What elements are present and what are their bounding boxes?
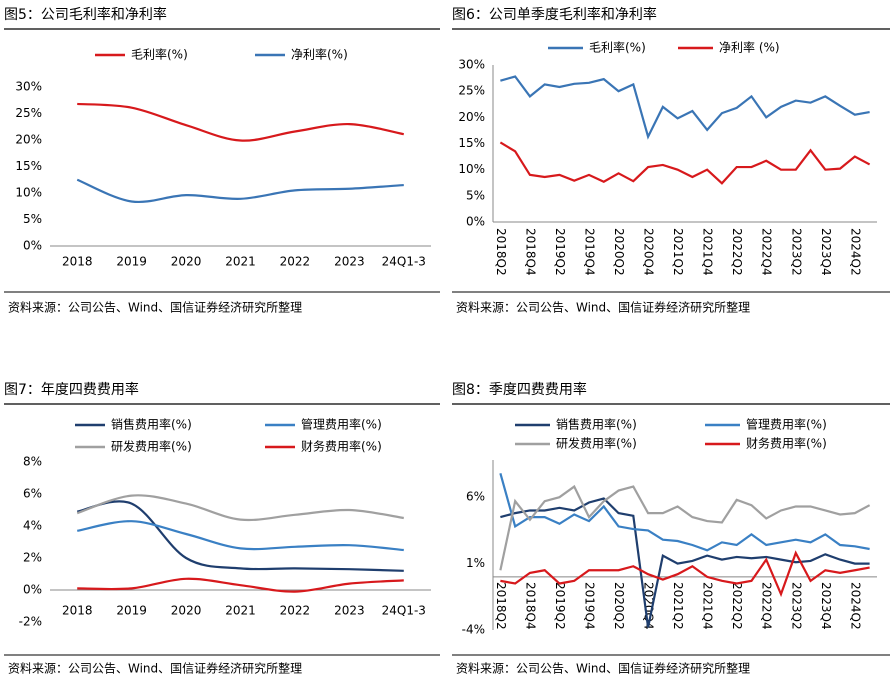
y-tick-label: 30% xyxy=(15,80,42,94)
y-tick-label: 30% xyxy=(458,58,485,72)
legend-label: 研发费用率(%) xyxy=(111,439,192,454)
chart-title: 图7：年度四费费用率 xyxy=(4,381,139,398)
y-tick-label: 15% xyxy=(458,136,485,150)
x-tick-label: 2021Q2 xyxy=(671,582,685,630)
x-tick-label: 2018Q2 xyxy=(494,228,508,276)
x-tick-label: 2018 xyxy=(62,255,93,269)
series-line xyxy=(77,577,404,593)
legend-label: 财务费用率(%) xyxy=(746,436,827,451)
x-tick-label: 2020Q4 xyxy=(642,582,656,630)
y-tick-label: 20% xyxy=(458,110,485,124)
x-tick-label: 2022Q4 xyxy=(760,582,774,630)
legend-label: 管理费用率(%) xyxy=(746,417,827,432)
x-tick-label: 2022Q4 xyxy=(760,228,774,276)
x-tick-label: 2021Q4 xyxy=(701,228,715,276)
x-tick-label: 2019 xyxy=(116,255,147,269)
legend-label: 净利率 (%) xyxy=(719,40,780,55)
y-tick-label: 5% xyxy=(23,212,42,226)
series-line xyxy=(499,484,871,571)
y-tick-label: 2% xyxy=(23,551,42,565)
x-tick-label: 2020Q2 xyxy=(612,582,626,630)
y-tick-label: 1% xyxy=(466,556,485,570)
x-tick-label: 2020 xyxy=(171,255,202,269)
legend-label: 管理费用率(%) xyxy=(301,417,382,432)
x-tick-label: 2020Q2 xyxy=(612,228,626,276)
x-tick-label: 2020Q4 xyxy=(642,228,656,276)
y-tick-label: -4% xyxy=(462,623,485,637)
x-tick-label: 2018 xyxy=(62,604,93,618)
x-tick-label: 2018Q2 xyxy=(494,582,508,630)
x-tick-label: 2018Q4 xyxy=(523,228,537,276)
y-tick-label: -2% xyxy=(19,615,42,629)
x-tick-label: 24Q1-3 xyxy=(382,604,426,618)
chart-title: 图8：季度四费费用率 xyxy=(452,381,587,398)
series-line xyxy=(500,75,870,140)
source-note: 资料来源：公司公告、Wind、国信证券经济研究所整理 xyxy=(8,661,302,676)
x-tick-label: 2022 xyxy=(280,255,311,269)
series-line xyxy=(77,520,404,552)
series-line xyxy=(499,472,870,552)
y-tick-label: 0% xyxy=(466,215,485,229)
y-tick-label: 10% xyxy=(15,186,42,200)
x-tick-label: 2018Q4 xyxy=(523,582,537,630)
x-tick-label: 2024Q2 xyxy=(848,582,862,630)
source-note: 资料来源：公司公告、Wind、国信证券经济研究所整理 xyxy=(8,300,302,315)
y-tick-label: 0% xyxy=(23,583,42,597)
x-tick-label: 2019Q4 xyxy=(583,582,597,630)
y-tick-label: 25% xyxy=(15,106,42,120)
x-tick-label: 24Q1-3 xyxy=(382,255,426,269)
x-tick-label: 2022Q2 xyxy=(730,228,744,276)
series-line xyxy=(76,494,404,522)
legend-label: 净利率(%) xyxy=(291,47,348,62)
x-tick-label: 2019Q2 xyxy=(553,228,567,276)
series-line xyxy=(499,141,871,185)
x-tick-label: 2022 xyxy=(280,604,311,618)
source-note: 资料来源：公司公告、Wind、国信证券经济研究所整理 xyxy=(456,661,750,676)
x-tick-label: 2020 xyxy=(171,604,202,618)
y-tick-label: 6% xyxy=(23,487,42,501)
x-tick-label: 2019 xyxy=(116,604,147,618)
y-tick-label: 0% xyxy=(23,239,42,253)
y-tick-label: 25% xyxy=(458,84,485,98)
series-line xyxy=(500,497,870,628)
x-tick-label: 2022Q2 xyxy=(730,582,744,630)
y-tick-label: 8% xyxy=(23,455,42,469)
legend-label: 毛利率(%) xyxy=(589,40,646,55)
y-tick-label: 4% xyxy=(23,519,42,533)
legend-label: 毛利率(%) xyxy=(131,47,188,62)
legend-label: 研发费用率(%) xyxy=(556,436,637,451)
x-tick-label: 2023Q2 xyxy=(789,228,803,276)
x-tick-label: 2021 xyxy=(225,255,256,269)
x-tick-label: 2023Q2 xyxy=(789,582,803,630)
legend-label: 财务费用率(%) xyxy=(301,439,382,454)
series-line xyxy=(77,102,404,142)
legend-label: 销售费用率(%) xyxy=(111,417,192,432)
series-line xyxy=(76,500,404,572)
x-tick-label: 2021Q4 xyxy=(701,582,715,630)
legend-label: 销售费用率(%) xyxy=(556,417,637,432)
chart-title: 图6：公司单季度毛利率和净利率 xyxy=(452,6,657,23)
y-tick-label: 5% xyxy=(466,188,485,202)
x-tick-label: 2024Q2 xyxy=(848,228,862,276)
x-tick-label: 2021Q2 xyxy=(671,228,685,276)
y-tick-label: 6% xyxy=(466,490,485,504)
chart-title: 图5：公司毛利率和净利率 xyxy=(4,6,167,23)
x-tick-label: 2023 xyxy=(334,255,365,269)
series-line xyxy=(76,178,404,204)
x-tick-label: 2019Q2 xyxy=(553,582,567,630)
source-note: 资料来源：公司公告、Wind、国信证券经济研究所整理 xyxy=(456,300,750,315)
x-tick-label: 2019Q4 xyxy=(583,228,597,276)
x-tick-label: 2023Q4 xyxy=(819,228,833,276)
x-tick-label: 2021 xyxy=(225,604,256,618)
series-line xyxy=(500,550,870,598)
x-tick-label: 2023 xyxy=(334,604,365,618)
x-tick-label: 2023Q4 xyxy=(819,582,833,630)
y-tick-label: 20% xyxy=(15,133,42,147)
y-tick-label: 15% xyxy=(15,159,42,173)
y-tick-label: 10% xyxy=(458,162,485,176)
